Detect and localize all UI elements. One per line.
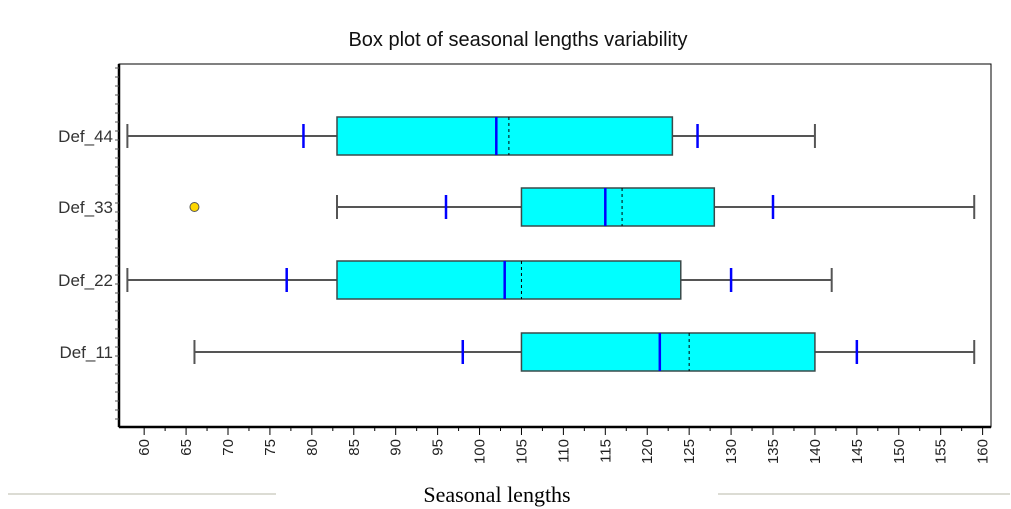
x-tick-label: 70 <box>220 439 237 456</box>
x-tick-label: 85 <box>346 439 363 456</box>
x-tick-label: 75 <box>262 439 279 456</box>
outlier-point <box>189 202 200 212</box>
x-tick-label: 135 <box>765 439 782 464</box>
iqr-box <box>336 260 682 300</box>
category-label: Def_22 <box>58 271 113 290</box>
category-label: Def_44 <box>58 127 113 146</box>
x-axis-ticks: 60 65 70 75 80 85 90 95 100 105 110 115 120 125 130 135… <box>136 427 992 464</box>
chart-title: Box plot of seasonal lengths variability <box>348 29 687 51</box>
x-tick-label: 145 <box>849 439 866 464</box>
x-tick-label: 105 <box>513 439 530 464</box>
x-tick-label: 80 <box>304 439 321 456</box>
box-series <box>126 116 976 372</box>
y-minor-ticks <box>115 67 119 420</box>
category-labels: Def_44 Def_33 Def_22 Def_11 <box>58 127 113 362</box>
box-def-11 <box>193 332 976 372</box>
box-def-44 <box>126 116 816 156</box>
x-tick-label: 160 <box>975 439 992 464</box>
x-tick-label: 150 <box>891 439 908 464</box>
iqr-box <box>336 116 674 156</box>
iqr-box <box>520 332 816 372</box>
x-tick-label: 120 <box>639 439 656 464</box>
box-def-22 <box>126 260 833 300</box>
category-label: Def_11 <box>59 343 113 362</box>
category-label: Def_33 <box>58 198 113 217</box>
x-tick-label: 95 <box>430 439 447 456</box>
x-tick-label: 60 <box>136 439 153 456</box>
x-tick-label: 110 <box>555 439 572 463</box>
x-tick-label: 65 <box>178 439 195 456</box>
x-tick-label: 155 <box>933 439 950 464</box>
x-tick-label: 130 <box>723 439 740 464</box>
box-def-33 <box>189 187 976 227</box>
x-tick-label: 90 <box>388 439 405 456</box>
x-tick-label: 100 <box>472 439 489 464</box>
iqr-box <box>520 187 716 227</box>
x-axis-label: Seasonal lengths <box>423 482 570 507</box>
x-tick-label: 115 <box>597 439 614 463</box>
x-tick-label: 140 <box>807 439 824 464</box>
x-tick-label: 125 <box>681 439 698 464</box>
